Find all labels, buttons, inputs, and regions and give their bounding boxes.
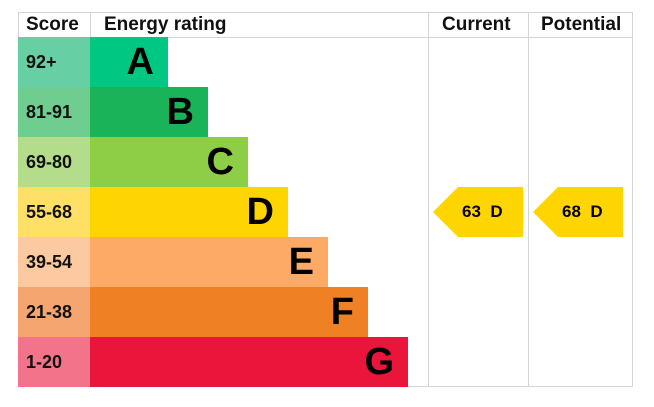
rating-bar-f: F	[90, 287, 368, 337]
header-current: Current	[442, 14, 511, 35]
score-range: 1-20	[18, 337, 90, 387]
header-score: Score	[26, 14, 79, 35]
band-letter: A	[126, 41, 154, 83]
band-letter: C	[206, 141, 234, 183]
column-divider-score	[90, 12, 91, 37]
current-rating-label: 63 D	[462, 202, 503, 221]
score-range: 81-91	[18, 87, 90, 137]
header-energy-rating: Energy rating	[104, 14, 227, 35]
header-divider	[18, 37, 633, 38]
potential-rating-label: 68 D	[562, 202, 603, 221]
column-divider-potential	[528, 12, 529, 387]
score-range: 21-38	[18, 287, 90, 337]
band-letter: F	[330, 291, 354, 333]
rating-bar-a: A	[90, 37, 168, 87]
band-letter: G	[364, 341, 394, 383]
rating-bar-d: D	[90, 187, 288, 237]
potential-rating-arrow: 68 D	[533, 187, 623, 237]
rating-bar-e: E	[90, 237, 328, 287]
current-rating-arrow: 63 D	[433, 187, 523, 237]
rating-bar-b: B	[90, 87, 208, 137]
rating-bar-g: G	[90, 337, 408, 387]
score-range: 39-54	[18, 237, 90, 287]
band-letter: B	[166, 91, 194, 133]
band-letter: E	[288, 241, 314, 283]
column-divider-current	[428, 12, 429, 387]
rating-bar-c: C	[90, 137, 248, 187]
score-range: 55-68	[18, 187, 90, 237]
header-potential: Potential	[541, 14, 622, 35]
arrow-shape-icon	[433, 187, 523, 237]
score-range: 92+	[18, 37, 90, 87]
score-range: 69-80	[18, 137, 90, 187]
arrow-shape-icon	[533, 187, 623, 237]
band-letter: D	[246, 191, 274, 233]
